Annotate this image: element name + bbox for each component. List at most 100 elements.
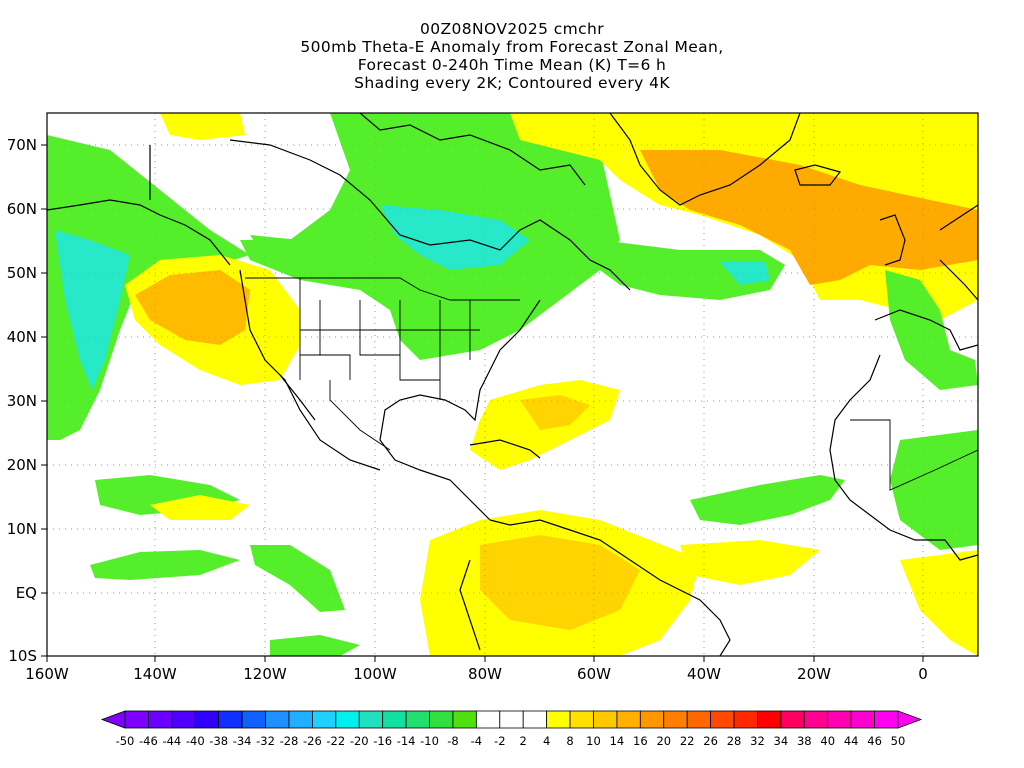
colorbar-swatch: [148, 710, 173, 729]
colorbar-tick-label: -2: [494, 734, 505, 748]
colorbar-swatch: [593, 710, 618, 729]
colorbar-swatch: [639, 710, 665, 729]
colorbar-tick-label: -8: [447, 734, 458, 748]
colorbar-tick-label: 32: [750, 734, 765, 748]
colorbar-swatch: [241, 710, 266, 729]
colorbar-swatch: [265, 710, 290, 729]
title-line-1: 00Z08NOV2025 cmchr: [419, 20, 605, 38]
colorbar-swatch: [194, 710, 220, 729]
shade-green-trop-atlantic: [690, 475, 845, 525]
lat-label: 50N: [7, 264, 37, 282]
colorbar-tick-label: -40: [186, 734, 205, 748]
shade-green-trop-pac-1: [90, 550, 240, 580]
colorbar-swatch: [874, 710, 899, 729]
colorbar-arrow-right: [897, 710, 923, 729]
shade-yellow-trop-pac: [150, 495, 250, 520]
colorbar-tick-label: 14: [610, 734, 625, 748]
longitude-labels: 160W 140W 120W 100W 80W 60W 40W 20W 0: [25, 665, 928, 683]
colorbar-tick-label: 4: [543, 734, 550, 748]
lon-label: 0: [918, 665, 928, 683]
colorbar-tick-label: -4: [471, 734, 482, 748]
title-line-2: 500mb Theta-E Anomaly from Forecast Zona…: [300, 38, 724, 56]
political-borders: [245, 277, 520, 451]
lon-label: 80W: [468, 665, 502, 683]
colorbar-tick-label: -10: [420, 734, 439, 748]
colorbar-labels: -50 -46 -44 -40 -38 -34 -32 -28 -26 -22 -20 -16 -14-…: [116, 734, 906, 748]
lon-label: 20W: [797, 665, 831, 683]
colorbar-swatch: [358, 710, 384, 729]
colorbar-tick-label: 2: [520, 734, 527, 748]
colorbar-tick-label: -50: [116, 734, 135, 748]
lon-label: 100W: [353, 665, 397, 683]
colorbar-swatch: [757, 710, 782, 729]
colorbar-swatch: [475, 710, 501, 729]
colorbar-swatch: [499, 710, 524, 729]
colorbar-tick-label: -20: [350, 734, 369, 748]
colorbar-tick-label: -44: [162, 734, 181, 748]
shade-yellow-east-atlantic: [680, 540, 820, 585]
colorbar-swatch: [382, 710, 407, 729]
colorbar-tick-label: 26: [703, 734, 718, 748]
colorbar-tick-label: 46: [867, 734, 882, 748]
lon-label: 140W: [133, 665, 177, 683]
lat-label: EQ: [16, 584, 37, 602]
colorbar-swatch: [827, 710, 852, 729]
shade-orange-caribbean: [520, 395, 590, 430]
colorbar-tick-label: -26: [303, 734, 322, 748]
lon-label: 160W: [25, 665, 69, 683]
axis-ticks: [41, 144, 924, 662]
colorbar-tick-label: 50: [891, 734, 906, 748]
shade-green-europe: [885, 270, 978, 390]
lat-label: 60N: [7, 200, 37, 218]
colorbar-swatch: [452, 710, 477, 729]
colorbar-swatch: [663, 710, 688, 729]
colorbar-tick-label: 40: [820, 734, 835, 748]
colorbar-arrow-left: [100, 710, 126, 729]
colorbar-tick-label: 8: [566, 734, 573, 748]
shade-cyan-pacific: [55, 230, 130, 390]
colorbar-swatch: [124, 710, 149, 729]
colorbar-tick-label: -14: [397, 734, 416, 748]
colorbar-tick-label: -34: [233, 734, 252, 748]
colorbar-swatch: [686, 710, 711, 729]
shade-green-trop-pac-4: [270, 635, 360, 656]
lat-label: 10N: [7, 520, 37, 538]
shade-orange-samerica: [480, 535, 640, 630]
colorbar-tick-label: 10: [586, 734, 601, 748]
shade-cyan-atlantic-arm: [720, 262, 770, 285]
map-title: 00Z08NOV2025 cmchr 500mb Theta-E Anomaly…: [0, 20, 1024, 92]
coastlines: [47, 113, 978, 656]
title-line-3: Forecast 0-240h Time Mean (K) T=6 h: [357, 56, 667, 74]
lon-label: 40W: [687, 665, 721, 683]
colorbar-swatch: [616, 710, 641, 729]
lat-label: 20N: [7, 456, 37, 474]
shade-cyan-hudson: [380, 205, 530, 270]
colorbar-swatch: [522, 710, 548, 729]
colorbar-swatch: [850, 710, 875, 729]
shade-orange-greenland: [640, 150, 978, 285]
colorbar-swatch: [780, 710, 805, 729]
colorbar-swatch: [288, 710, 313, 729]
lat-label: 10S: [8, 647, 37, 665]
colorbar-tick-label: -38: [209, 734, 228, 748]
colorbar-tick-label: 38: [797, 734, 812, 748]
colorbar-swatch: [429, 710, 454, 729]
shade-green-ne-pac: [250, 235, 330, 280]
colorbar-tick-label: 28: [727, 734, 742, 748]
colorbar-swatch: [335, 710, 360, 729]
shade-orange-westus: [135, 270, 250, 345]
colorbar-tick-label: 20: [656, 734, 671, 748]
colorbar-tick-label: -32: [256, 734, 275, 748]
colorbar-swatch: [311, 710, 337, 729]
colorbar-swatch: [218, 710, 243, 729]
latitude-labels: 70N 60N 50N 40N 30N 20N 10N EQ 10S: [7, 136, 37, 665]
title-line-4: Shading every 2K; Contoured every 4K: [354, 74, 670, 92]
colorbar-swatch: [710, 710, 735, 729]
colorbar-tick-label: 34: [774, 734, 789, 748]
lon-label: 60W: [577, 665, 611, 683]
colorbar-swatch: [733, 710, 758, 729]
colorbar-tick-label: -28: [280, 734, 299, 748]
shade-green-trop-pac-2: [250, 545, 345, 612]
lon-label: 120W: [243, 665, 287, 683]
